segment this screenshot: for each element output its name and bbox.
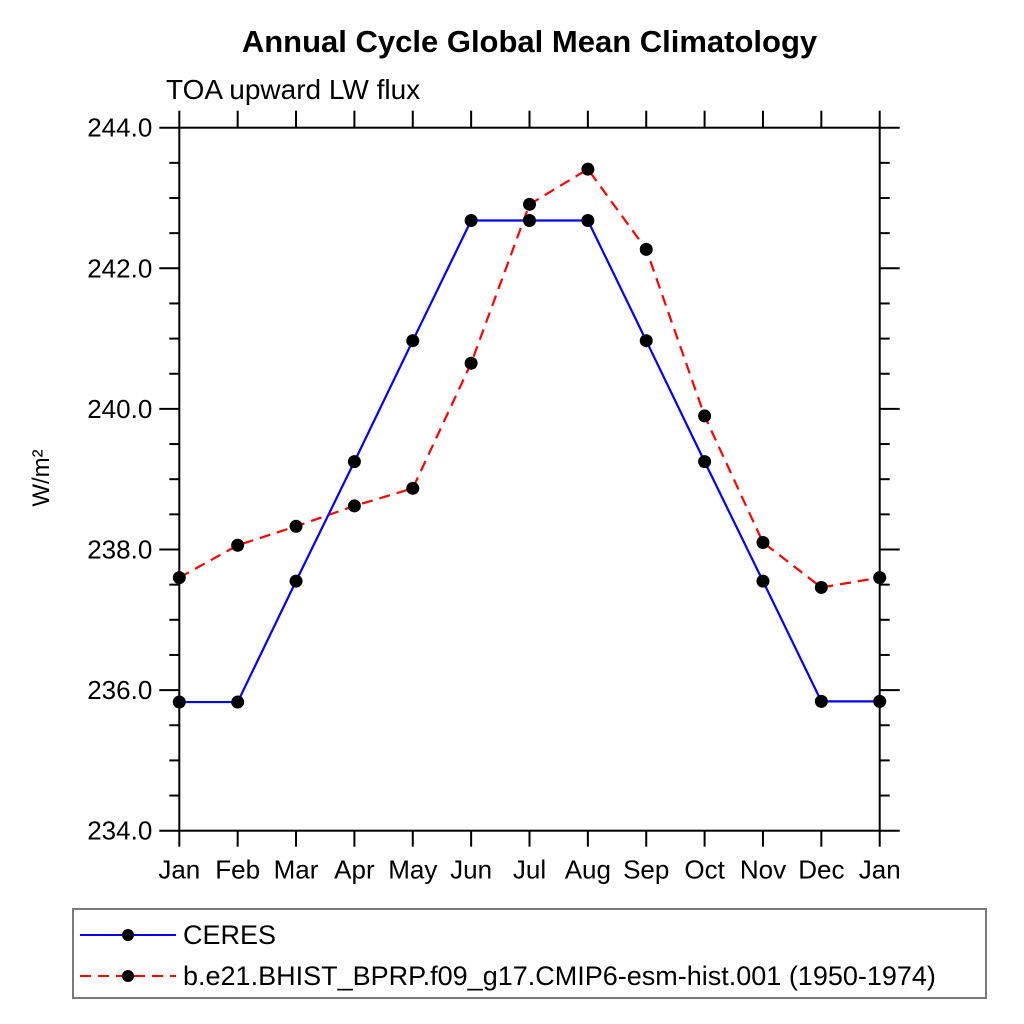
ceres-data-point xyxy=(231,695,245,709)
x-tick-label: Jan xyxy=(859,855,901,885)
x-tick-label: Jul xyxy=(513,855,546,885)
model-data-point xyxy=(639,242,653,256)
x-tick-label: Apr xyxy=(334,855,375,885)
model-data-point xyxy=(698,409,712,423)
model-data-point xyxy=(347,499,361,513)
ceres-data-point xyxy=(756,574,770,588)
model-data-point xyxy=(406,481,420,495)
ceres-sample-marker xyxy=(122,929,134,941)
ceres-data-point xyxy=(639,334,653,348)
plot-frame xyxy=(178,126,881,832)
x-tick-label: Oct xyxy=(684,855,725,885)
y-tick-label: 234.0 xyxy=(87,816,152,846)
model-line xyxy=(178,167,880,589)
model-data-point xyxy=(873,571,887,585)
ceres-data-point xyxy=(172,695,186,709)
chart-subtitle: TOA upward LW flux xyxy=(166,74,421,105)
model-line-sample-icon xyxy=(80,970,176,982)
x-tick-label: Feb xyxy=(215,855,260,885)
ceres-line-sample-icon xyxy=(80,929,176,941)
legend-item-ceres: CERES xyxy=(79,919,277,950)
model-data-point xyxy=(523,197,536,211)
ceres-data-point xyxy=(464,213,478,227)
x-tick-label: Nov xyxy=(740,855,786,885)
ceres-data-point xyxy=(873,694,887,708)
model-sample-marker xyxy=(122,970,134,982)
x-tick-label: Mar xyxy=(274,855,319,885)
model-data-point xyxy=(581,162,595,176)
model-data-point xyxy=(464,356,478,370)
y-tick-label: 236.0 xyxy=(87,675,152,705)
model-data-point xyxy=(756,535,770,549)
x-tick-label: Aug xyxy=(565,855,611,885)
y-tick-label: 238.0 xyxy=(87,535,152,565)
model-data-point xyxy=(289,519,303,533)
model-data-point xyxy=(231,538,245,552)
x-tick-label: Dec xyxy=(798,855,844,885)
ceres-data-point xyxy=(289,574,303,588)
model-data-point xyxy=(172,571,186,585)
legend-label-model: b.e21.BHIST_BPRP.f09_g17.CMIP6-esm-hist.… xyxy=(183,960,936,991)
legend-label-ceres: CERES xyxy=(183,919,277,950)
x-tick-label: Jun xyxy=(450,855,492,885)
ceres-data-point xyxy=(347,455,361,469)
chart-title: Annual Cycle Global Mean Climatology xyxy=(241,24,818,59)
ceres-data-point xyxy=(581,213,595,227)
model-data-point xyxy=(814,580,828,594)
legend: CERES b.e21.BHIST_BPRP.f09_g17.CMIP6-esm… xyxy=(72,908,987,999)
x-tick-label: Sep xyxy=(623,855,669,885)
y-tick-label: 242.0 xyxy=(87,253,152,283)
y-tick-label: 244.0 xyxy=(87,113,152,143)
y-tick-label: 240.0 xyxy=(87,394,152,424)
legend-item-model: b.e21.BHIST_BPRP.f09_g17.CMIP6-esm-hist.… xyxy=(79,960,936,991)
ceres-line xyxy=(179,219,880,704)
x-tick-label: Jan xyxy=(158,855,200,885)
x-tick-label: May xyxy=(388,855,437,885)
ceres-data-point xyxy=(698,455,712,469)
ceres-data-point xyxy=(814,694,828,708)
ceres-data-point xyxy=(523,213,536,227)
ceres-data-point xyxy=(406,334,420,348)
